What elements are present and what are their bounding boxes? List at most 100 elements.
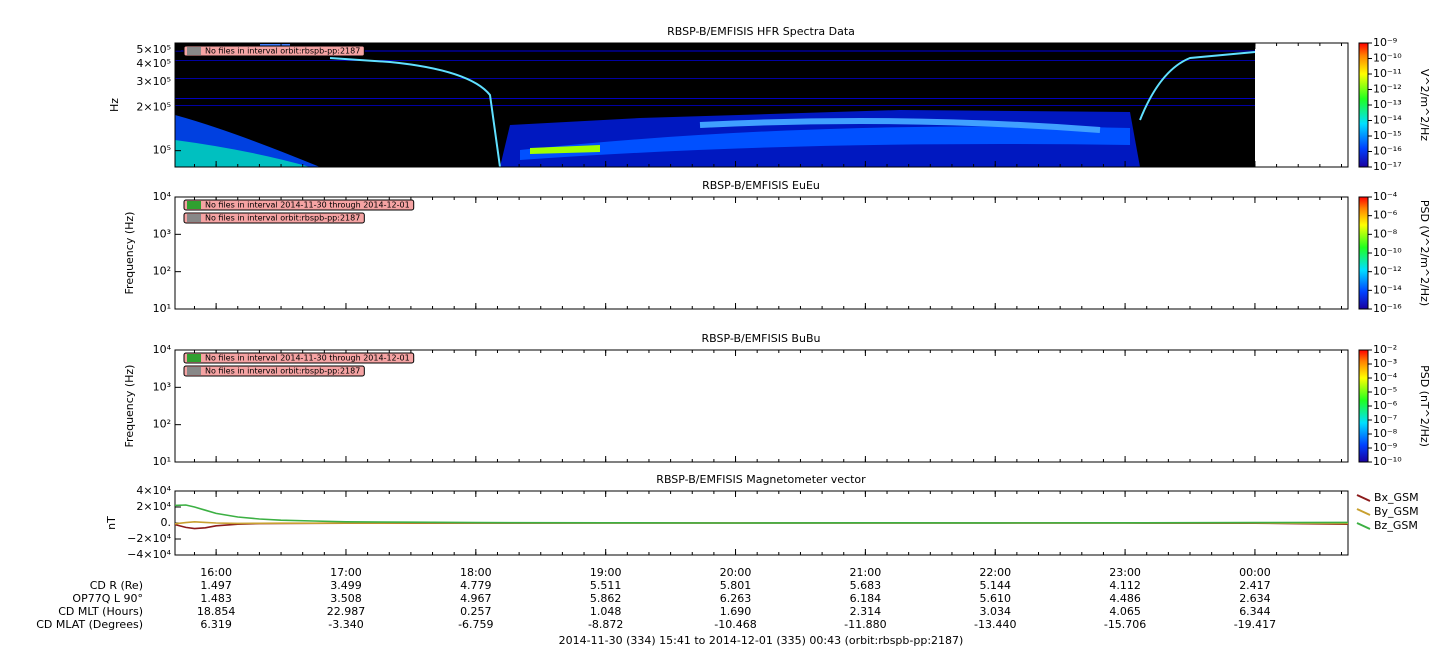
ephemeris-value: 4.065 (1109, 605, 1141, 618)
ephemeris-value: 5.683 (850, 579, 882, 592)
y-axis-label: Frequency (Hz) (123, 212, 136, 295)
colorbar-tick-label: 10⁻¹⁴ (1373, 283, 1402, 296)
colorbar-label: PSD (nT^2/Hz) (1418, 365, 1431, 447)
colorbar-tick-label: 10⁻¹¹ (1373, 67, 1402, 80)
ephemeris-label: CD MLAT (Degrees) (36, 618, 143, 631)
ephemeris-value: 6.184 (850, 592, 882, 605)
series-line (174, 504, 1349, 524)
colorbar-tick-label: 10⁻⁶ (1373, 399, 1398, 412)
ephemeris-value: 5.511 (590, 579, 622, 592)
ephemeris-value: 2.314 (850, 605, 882, 618)
note-box (183, 352, 415, 364)
ephemeris-value: 3.034 (979, 605, 1011, 618)
y-tick-label: 10⁵ (153, 144, 171, 157)
colorbar (1358, 196, 1369, 310)
note-icon (187, 214, 201, 222)
y-tick-label: 3×10⁵ (136, 75, 171, 88)
y-tick-label: −4×10⁴ (127, 548, 171, 561)
plot-frame (174, 196, 1349, 310)
colorbar-tick-label: 10⁻⁸ (1373, 427, 1398, 440)
y-tick-label: 10³ (153, 380, 171, 393)
note-icon (187, 47, 201, 55)
colorbar-tick-label: 10⁻¹⁶ (1373, 145, 1402, 158)
y-tick-label: 5×10⁵ (136, 43, 171, 56)
y-tick-label: 10² (153, 265, 171, 278)
legend-swatch (1356, 508, 1371, 516)
ephemeris-value: 2.417 (1239, 579, 1271, 592)
ephemeris-value: -3.340 (328, 618, 363, 631)
ephemeris-value: 1.690 (720, 605, 752, 618)
y-tick-label: 10³ (153, 227, 171, 240)
ephemeris-value: -15.706 (1104, 618, 1146, 631)
ephemeris-value: 4.112 (1109, 579, 1141, 592)
ephemeris-value: 22.987 (327, 605, 366, 618)
colorbar-tick-label: 10⁻¹² (1373, 83, 1402, 96)
ephemeris-value: 5.610 (979, 592, 1011, 605)
note-icon (187, 354, 201, 362)
ephemeris-value: 4.967 (460, 592, 492, 605)
x-tick-label: 00:00 (1239, 566, 1271, 579)
no-data-note: No files in interval orbit:rbspb-pp:2187 (183, 365, 365, 377)
note-box (183, 199, 415, 211)
note-text: No files in interval orbit:rbspb-pp:2187 (205, 214, 360, 223)
no-data-note: No files in interval 2014-11-30 through … (183, 199, 415, 211)
ephemeris-label: OP77Q L 90° (72, 592, 143, 605)
y-tick-label: 10¹ (153, 302, 171, 315)
colorbar-tick-label: 10⁻³ (1373, 357, 1397, 370)
ephemeris-value: 6.319 (200, 618, 232, 631)
colorbar-tick-label: 10⁻⁶ (1373, 209, 1398, 222)
ephemeris-value: 1.497 (200, 579, 232, 592)
colorbar-tick-label: 10⁻¹⁷ (1373, 160, 1402, 173)
note-box (183, 45, 365, 57)
note-text: No files in interval orbit:rbspb-pp:2187 (205, 367, 360, 376)
chart-title: RBSP-B/EMFISIS EuEu (702, 179, 820, 192)
note-box (183, 212, 365, 224)
note-box (183, 365, 365, 377)
colorbar-tick-label: 10⁻² (1373, 343, 1397, 356)
ephemeris-value: 2.634 (1239, 592, 1271, 605)
colorbar-label: V^2/m^2/Hz (1418, 69, 1431, 141)
ephemeris-value: -19.417 (1234, 618, 1276, 631)
chart-title: RBSP-B/EMFISIS Magnetometer vector (656, 473, 866, 486)
colorbar-tick-label: 10⁻⁴ (1373, 371, 1398, 384)
y-tick-label: 2×10⁵ (136, 100, 171, 113)
ephemeris-value: -6.759 (458, 618, 493, 631)
y-axis-label: nT (105, 516, 118, 530)
ephemeris-value: 1.048 (590, 605, 622, 618)
colorbar-tick-label: 10⁻¹⁶ (1373, 302, 1402, 315)
y-tick-label: 10⁴ (153, 190, 172, 203)
plot-frame (174, 42, 1349, 168)
ephemeris-value: 18.854 (197, 605, 236, 618)
y-tick-label: 4×10⁵ (136, 57, 171, 70)
note-text: No files in interval 2014-11-30 through … (205, 354, 410, 363)
y-tick-label: 10² (153, 418, 171, 431)
colorbar-tick-label: 10⁻¹⁵ (1373, 129, 1402, 142)
ephemeris-value: -8.872 (588, 618, 623, 631)
spectrogram-image (175, 43, 1256, 168)
y-tick-label: −2×10⁴ (127, 532, 171, 545)
y-tick-label: 4×10⁴ (136, 484, 171, 497)
plot-frame (174, 349, 1349, 463)
y-tick-label: 10¹ (153, 455, 171, 468)
ephemeris-value: 4.779 (460, 579, 492, 592)
ephemeris-value: 1.483 (200, 592, 232, 605)
no-data-note: No files in interval 2014-11-30 through … (183, 352, 415, 364)
y-tick-label: 10⁴ (153, 343, 172, 356)
ephemeris-value: -13.440 (974, 618, 1016, 631)
colorbar-tick-label: 10⁻⁴ (1373, 190, 1398, 203)
x-tick-label: 18:00 (460, 566, 492, 579)
footer-range: 2014-11-30 (334) 15:41 to 2014-12-01 (33… (559, 634, 964, 647)
colorbar-tick-label: 10⁻⁷ (1373, 413, 1397, 426)
colorbar-tick-label: 10⁻¹⁰ (1373, 246, 1402, 259)
colorbar (1358, 349, 1369, 463)
legend-label: Bz_GSM (1374, 519, 1418, 532)
note-text: No files in interval orbit:rbspb-pp:2187 (205, 47, 360, 56)
y-axis-label: Frequency (Hz) (123, 365, 136, 448)
note-icon (187, 367, 201, 375)
ephemeris-value: 4.486 (1109, 592, 1141, 605)
note-icon (187, 201, 201, 209)
legend-label: Bx_GSM (1374, 491, 1419, 504)
ephemeris-value: -10.468 (714, 618, 756, 631)
colorbar-label: PSD (V^2/m^2/Hz) (1418, 200, 1431, 306)
